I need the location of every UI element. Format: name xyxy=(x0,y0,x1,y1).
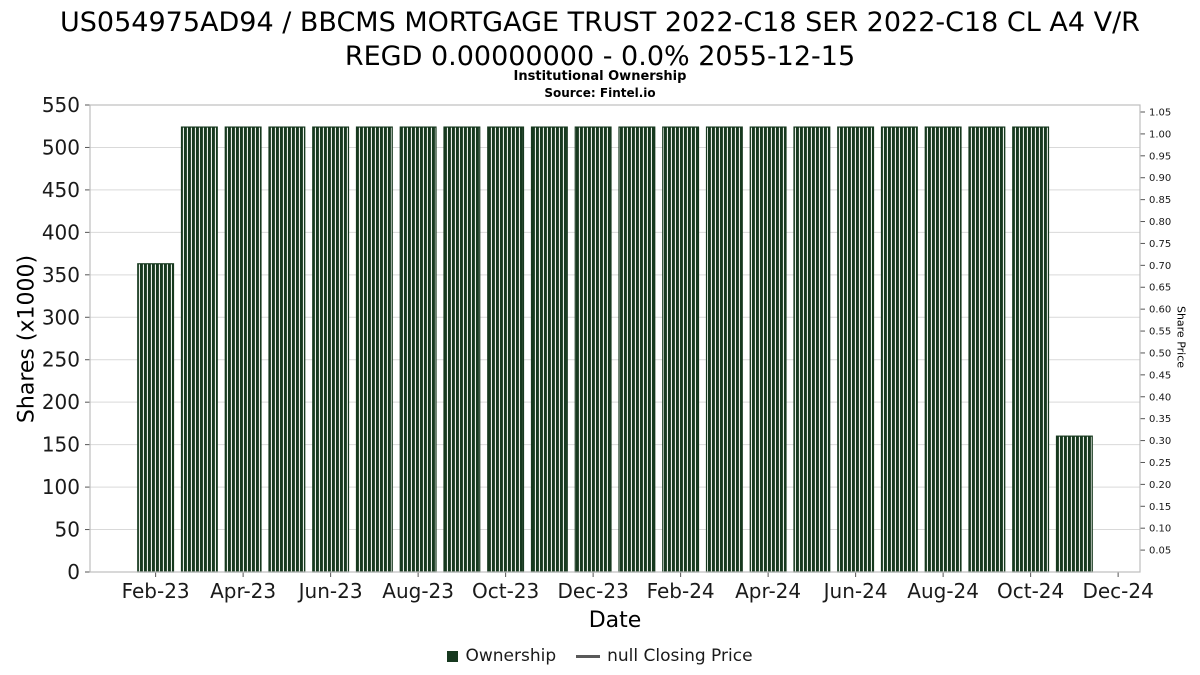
svg-text:Jun-24: Jun-24 xyxy=(822,579,888,603)
svg-text:Dec-23: Dec-23 xyxy=(557,579,628,603)
svg-text:150: 150 xyxy=(42,433,80,457)
svg-text:0.15: 0.15 xyxy=(1149,502,1171,513)
svg-text:550: 550 xyxy=(42,93,80,117)
legend: Ownership null Closing Price xyxy=(0,646,1200,666)
ownership-legend-label: Ownership xyxy=(465,646,557,666)
svg-text:0.60: 0.60 xyxy=(1149,305,1171,316)
svg-text:0.95: 0.95 xyxy=(1149,151,1171,162)
svg-text:Dec-24: Dec-24 xyxy=(1082,579,1153,603)
page-title-line1: US054975AD94 / BBCMS MORTGAGE TRUST 2022… xyxy=(60,7,1140,38)
svg-text:0.70: 0.70 xyxy=(1149,261,1171,272)
svg-text:250: 250 xyxy=(42,348,80,372)
svg-text:Oct-23: Oct-23 xyxy=(472,579,539,603)
svg-text:400: 400 xyxy=(42,220,80,244)
closing-price-legend-label: null Closing Price xyxy=(607,646,753,666)
svg-text:0.55: 0.55 xyxy=(1149,327,1171,338)
svg-text:0.90: 0.90 xyxy=(1149,173,1171,184)
svg-text:1.00: 1.00 xyxy=(1149,129,1171,140)
svg-text:300: 300 xyxy=(42,305,80,329)
svg-text:500: 500 xyxy=(42,135,80,159)
svg-text:0.35: 0.35 xyxy=(1149,414,1171,425)
svg-text:0.65: 0.65 xyxy=(1149,283,1171,294)
svg-text:Feb-23: Feb-23 xyxy=(122,579,190,603)
ownership-legend-swatch-icon xyxy=(447,650,459,662)
svg-text:0.45: 0.45 xyxy=(1149,370,1171,381)
svg-text:Oct-24: Oct-24 xyxy=(997,579,1064,603)
svg-text:100: 100 xyxy=(42,475,80,499)
chart-subtitle: Institutional Ownership xyxy=(513,69,687,84)
svg-text:0.05: 0.05 xyxy=(1149,546,1171,557)
svg-text:Feb-24: Feb-24 xyxy=(647,579,715,603)
svg-text:0.50: 0.50 xyxy=(1149,348,1171,359)
svg-text:0: 0 xyxy=(67,560,80,584)
svg-text:50: 50 xyxy=(55,518,80,542)
svg-text:200: 200 xyxy=(42,390,80,414)
chart-source: Source: Fintel.io xyxy=(544,86,656,100)
svg-text:Jun-23: Jun-23 xyxy=(297,579,363,603)
right-axis-title: Share Price xyxy=(1174,305,1188,369)
svg-text:0.80: 0.80 xyxy=(1149,217,1171,228)
svg-text:Aug-23: Aug-23 xyxy=(382,579,454,603)
svg-text:Aug-24: Aug-24 xyxy=(907,579,979,603)
svg-text:Apr-23: Apr-23 xyxy=(210,579,276,603)
svg-text:0.10: 0.10 xyxy=(1149,524,1171,535)
svg-text:0.20: 0.20 xyxy=(1149,480,1171,491)
x-axis-title: Date xyxy=(588,608,642,633)
svg-text:Apr-24: Apr-24 xyxy=(735,579,801,603)
closing-price-legend-line-icon xyxy=(576,654,601,658)
svg-text:0.85: 0.85 xyxy=(1149,195,1171,206)
left-axis-title: Shares (x1000) xyxy=(14,254,40,424)
svg-text:0.30: 0.30 xyxy=(1149,436,1171,447)
svg-text:0.40: 0.40 xyxy=(1149,392,1171,403)
svg-text:1.05: 1.05 xyxy=(1149,108,1171,119)
svg-text:350: 350 xyxy=(42,263,80,287)
svg-text:0.25: 0.25 xyxy=(1149,458,1171,469)
page-title-line2: REGD 0.00000000 - 0.0% 2055-12-15 xyxy=(344,41,856,72)
svg-text:450: 450 xyxy=(42,178,80,202)
svg-text:0.75: 0.75 xyxy=(1149,239,1171,250)
